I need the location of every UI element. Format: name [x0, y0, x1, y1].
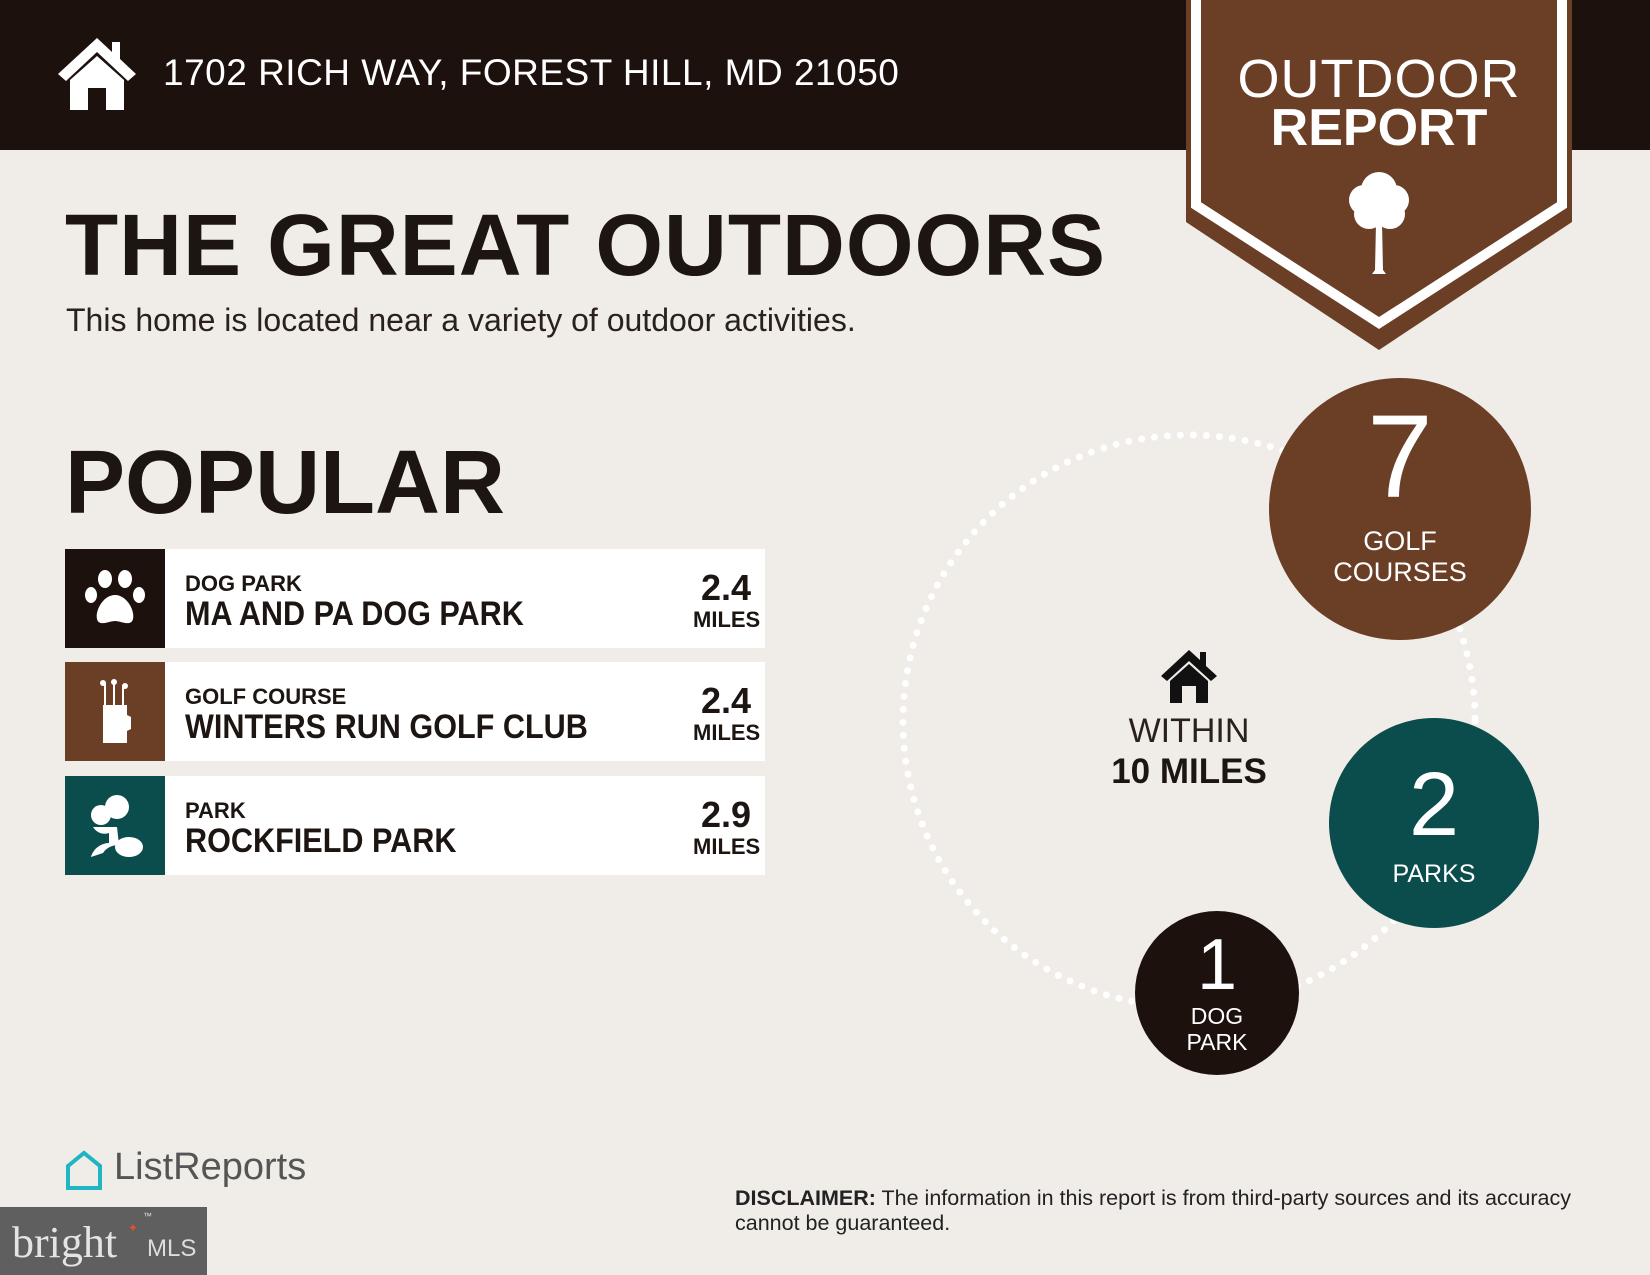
- count-value: 1: [1196, 925, 1238, 1005]
- star-icon: ✦: [128, 1221, 139, 1235]
- property-address: 1702 RICH WAY, FOREST HILL, MD 21050: [163, 52, 900, 93]
- item-distance: 2.4: [700, 680, 752, 721]
- item-category: PARK: [185, 798, 246, 823]
- list-item: PARK ROCKFIELD PARK 2.9 MILES: [65, 776, 765, 875]
- listreports-logo-icon: [66, 1150, 102, 1190]
- house-icon: [58, 38, 136, 110]
- item-name: WINTERS RUN GOLF CLUB: [185, 708, 588, 746]
- badge-title-line1: OUTDOOR: [1237, 49, 1521, 109]
- trademark: ™: [143, 1211, 152, 1221]
- count-label: PARKS: [1392, 860, 1476, 888]
- outdoor-report-badge: [1186, 0, 1572, 350]
- list-item: DOG PARK MA AND PA DOG PARK 2.4 MILES: [65, 549, 765, 648]
- item-category: GOLF COURSE: [185, 684, 347, 709]
- list-item: GOLF COURSE WINTERS RUN GOLF CLUB 2.4 MI…: [65, 662, 765, 761]
- item-name: ROCKFIELD PARK: [185, 822, 457, 860]
- page-subtitle: This home is located near a variety of o…: [66, 302, 856, 338]
- item-distance: 2.9: [700, 794, 752, 835]
- park-trees-icon: [65, 776, 165, 875]
- page-title: THE GREAT OUTDOORS: [65, 197, 1107, 294]
- count-label: COURSES: [1333, 557, 1467, 588]
- radius-label: WITHIN: [1128, 712, 1250, 750]
- paw-icon: [65, 549, 165, 648]
- item-distance: 2.4: [700, 567, 752, 608]
- count-label: GOLF: [1363, 526, 1437, 556]
- item-distance-unit: MILES: [693, 720, 761, 745]
- disclaimer: DISCLAIMER: The information in this repo…: [735, 1186, 1605, 1236]
- golf-courses-count-circle: 7 GOLF COURSES: [1269, 378, 1531, 640]
- count-label: PARK: [1186, 1029, 1248, 1056]
- disclaimer-label: DISCLAIMER:: [735, 1186, 876, 1210]
- item-distance-unit: MILES: [693, 834, 761, 859]
- tree-icon: [1349, 172, 1409, 274]
- listreports-logo: ListReports: [114, 1146, 307, 1188]
- count-label: DOG: [1190, 1003, 1244, 1029]
- home-center-icon: [1161, 650, 1217, 703]
- item-category: DOG PARK: [185, 571, 302, 596]
- count-value: 7: [1367, 391, 1433, 523]
- disclaimer-text: The information in this report is from t…: [735, 1186, 1571, 1235]
- badge-title-line2: REPORT: [1270, 99, 1488, 157]
- dog-parks-count-circle: 1 DOG PARK: [1135, 911, 1299, 1075]
- item-distance-unit: MILES: [693, 607, 761, 632]
- count-value: 2: [1408, 755, 1460, 855]
- radius-value: 10 MILES: [1111, 752, 1267, 791]
- bright-mls-logo: bright ✦ ™ MLS: [0, 1207, 207, 1275]
- parks-count-circle: 2 PARKS: [1329, 718, 1539, 928]
- popular-heading: POPULAR: [65, 433, 506, 533]
- mls-wordmark: MLS: [147, 1235, 197, 1262]
- bright-wordmark: bright: [12, 1218, 118, 1267]
- golf-bag-icon: [65, 662, 165, 761]
- item-name: MA AND PA DOG PARK: [185, 595, 524, 633]
